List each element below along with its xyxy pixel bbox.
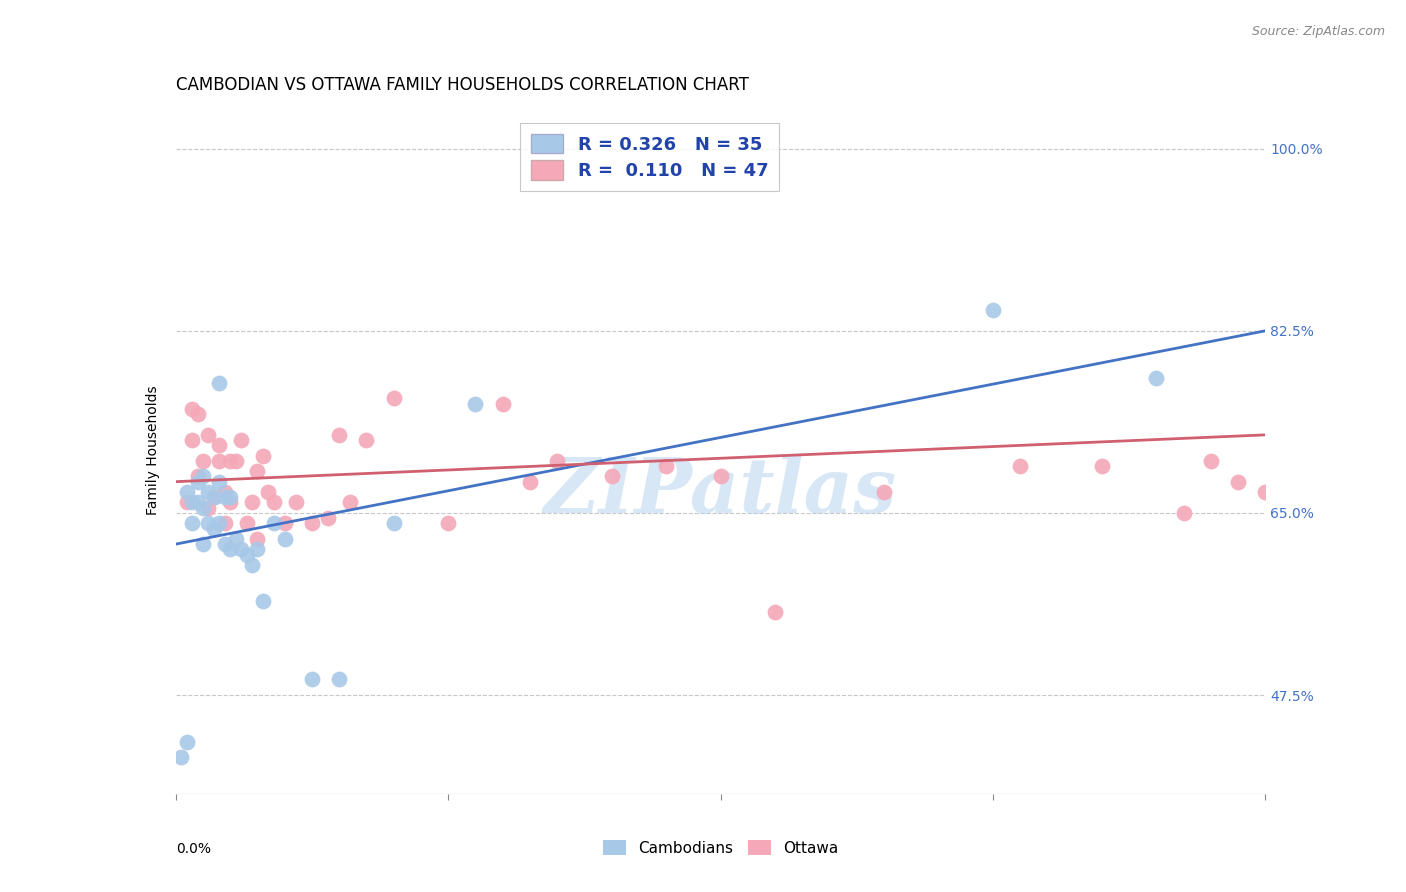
Point — [176, 495, 198, 509]
Point — [181, 516, 204, 531]
Text: CAMBODIAN VS OTTAWA FAMILY HOUSEHOLDS CORRELATION CHART: CAMBODIAN VS OTTAWA FAMILY HOUSEHOLDS CO… — [176, 77, 748, 95]
Point — [219, 454, 242, 468]
Point — [191, 469, 214, 483]
Point — [600, 469, 623, 483]
Point — [181, 433, 204, 447]
Point — [1010, 459, 1032, 474]
Point — [176, 735, 198, 749]
Point — [655, 459, 678, 474]
Point — [208, 376, 231, 390]
Point — [1173, 506, 1195, 520]
Point — [186, 469, 209, 483]
Point — [328, 428, 350, 442]
Point — [1091, 459, 1114, 474]
Point — [252, 594, 274, 608]
Point — [246, 542, 269, 557]
Point — [181, 495, 204, 509]
Point — [274, 532, 297, 546]
Point — [257, 485, 280, 500]
Point — [202, 490, 225, 504]
Text: 0.0%: 0.0% — [176, 842, 211, 856]
Point — [186, 475, 209, 489]
Text: ZIPatlas: ZIPatlas — [544, 455, 897, 529]
Point — [202, 490, 225, 504]
Point — [186, 407, 209, 421]
Point — [1254, 485, 1277, 500]
Point — [191, 537, 214, 551]
Point — [214, 537, 236, 551]
Point — [202, 521, 225, 535]
Point — [464, 396, 486, 410]
Point — [1227, 475, 1250, 489]
Point — [208, 516, 231, 531]
Point — [225, 532, 247, 546]
Point — [181, 401, 204, 416]
Point — [191, 454, 214, 468]
Point — [170, 750, 193, 764]
Point — [318, 511, 340, 525]
Point — [981, 303, 1004, 318]
Point — [252, 449, 274, 463]
Text: Source: ZipAtlas.com: Source: ZipAtlas.com — [1251, 25, 1385, 38]
Point — [546, 454, 568, 468]
Point — [219, 490, 242, 504]
Point — [235, 548, 257, 562]
Point — [208, 438, 231, 452]
Point — [214, 485, 236, 500]
Point — [176, 485, 198, 500]
Point — [492, 396, 515, 410]
Y-axis label: Family Households: Family Households — [146, 385, 160, 516]
Point — [231, 542, 253, 557]
Point — [208, 475, 231, 489]
Legend: Cambodians, Ottawa: Cambodians, Ottawa — [596, 834, 845, 862]
Point — [191, 500, 214, 515]
Point — [240, 495, 263, 509]
Point — [328, 673, 350, 687]
Point — [382, 516, 405, 531]
Point — [339, 495, 361, 509]
Point — [197, 500, 219, 515]
Point — [186, 495, 209, 509]
Point — [356, 433, 378, 447]
Point — [197, 485, 219, 500]
Point — [197, 428, 219, 442]
Point — [1144, 370, 1167, 384]
Point — [214, 490, 236, 504]
Point — [284, 495, 307, 509]
Point — [219, 542, 242, 557]
Point — [873, 485, 896, 500]
Point — [382, 392, 405, 406]
Point — [208, 454, 231, 468]
Point — [240, 558, 263, 572]
Point — [274, 516, 297, 531]
Point — [225, 454, 247, 468]
Point — [519, 475, 541, 489]
Point — [246, 532, 269, 546]
Point — [1199, 454, 1222, 468]
Point — [301, 673, 323, 687]
Point — [763, 605, 786, 619]
Point — [263, 495, 285, 509]
Point — [214, 516, 236, 531]
Point — [246, 464, 269, 478]
Point — [437, 516, 460, 531]
Point — [197, 516, 219, 531]
Point — [710, 469, 733, 483]
Point — [263, 516, 285, 531]
Point — [301, 516, 323, 531]
Point — [219, 495, 242, 509]
Point — [235, 516, 257, 531]
Point — [231, 433, 253, 447]
